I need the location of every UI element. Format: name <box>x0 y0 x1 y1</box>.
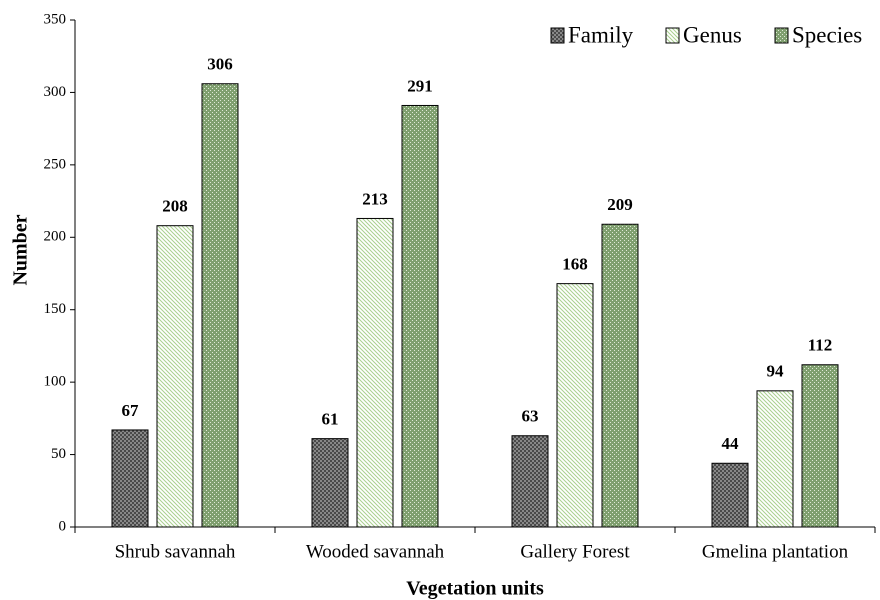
data-label: 168 <box>562 255 588 274</box>
legend-swatch <box>665 27 680 44</box>
bar <box>356 217 394 528</box>
y-tick-label: 50 <box>51 446 66 462</box>
y-tick-label: 250 <box>44 156 67 172</box>
x-axis-title: Vegetation units <box>406 578 544 600</box>
y-tick-label: 300 <box>44 84 67 100</box>
data-label: 291 <box>407 76 433 95</box>
x-tick-label: Gmelina plantation <box>702 541 849 562</box>
bar <box>711 462 749 528</box>
bar <box>401 104 439 528</box>
data-label: 112 <box>808 336 833 355</box>
data-label: 209 <box>607 195 633 214</box>
bar <box>201 83 239 528</box>
x-tick-label: Gallery Forest <box>520 541 630 562</box>
bar <box>801 364 839 528</box>
bar <box>556 283 594 528</box>
legend-label: Genus <box>683 22 742 47</box>
bar <box>311 438 349 528</box>
data-label: 67 <box>122 401 140 420</box>
data-label: 63 <box>522 407 539 426</box>
data-label: 306 <box>207 55 233 74</box>
data-label: 94 <box>767 362 785 381</box>
bar <box>601 223 639 528</box>
data-label: 208 <box>162 197 188 216</box>
y-tick-label: 100 <box>44 374 67 390</box>
y-axis-title: Number <box>10 214 32 285</box>
y-tick-label: 350 <box>44 11 67 27</box>
y-tick-label: 200 <box>44 229 67 245</box>
bar <box>756 390 794 528</box>
x-tick-label: Wooded savannah <box>306 541 445 562</box>
bar <box>156 225 194 528</box>
legend-swatch <box>550 27 565 44</box>
legend-label: Species <box>792 22 862 47</box>
bar <box>111 429 149 528</box>
legend-swatch <box>774 27 789 44</box>
data-label: 213 <box>362 189 388 208</box>
x-tick-label: Shrub savannah <box>115 541 236 562</box>
data-label: 61 <box>322 410 339 429</box>
y-tick-label: 0 <box>59 518 67 534</box>
bar <box>511 435 549 528</box>
legend-label: Family <box>568 22 634 47</box>
y-tick-label: 150 <box>44 301 67 317</box>
data-label: 44 <box>722 434 740 453</box>
